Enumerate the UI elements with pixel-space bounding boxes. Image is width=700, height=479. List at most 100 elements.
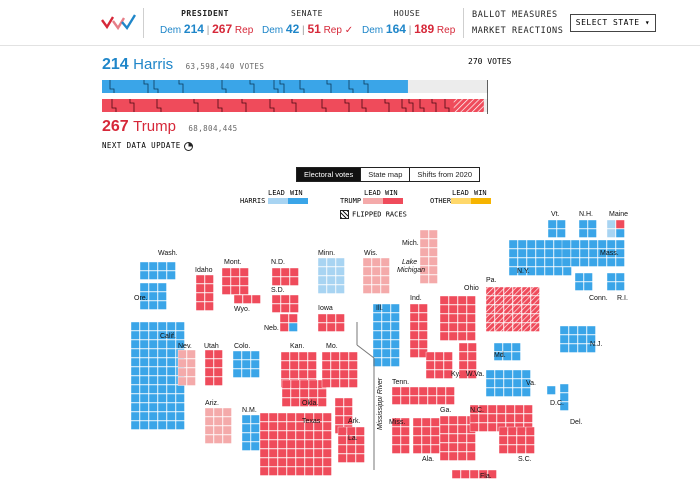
senate-race[interactable]: SENATE Dem 42 | 51 Rep ✓ xyxy=(262,9,354,36)
state-tile-fla[interactable] xyxy=(451,469,497,479)
state-tile-la[interactable] xyxy=(337,426,365,463)
house-dem-count: 164 xyxy=(385,22,406,36)
state-tile-nh[interactable] xyxy=(578,219,597,238)
bar-divider xyxy=(419,99,425,112)
state-label: N.Y. xyxy=(517,268,530,275)
state-tile-ky[interactable] xyxy=(425,351,453,379)
state-tile-nev[interactable] xyxy=(177,349,196,386)
state-tile-ind[interactable] xyxy=(409,303,428,358)
state-tile-colo[interactable] xyxy=(232,350,260,378)
state-tile-mass[interactable] xyxy=(561,239,625,267)
state-tile-texas[interactable] xyxy=(259,412,332,476)
state-tile-ny[interactable] xyxy=(508,239,572,276)
state-tile-ark[interactable] xyxy=(334,397,353,434)
state-tile-del[interactable] xyxy=(559,383,569,411)
bar-divider xyxy=(444,99,450,112)
state-tile-ala[interactable] xyxy=(412,417,440,454)
state-tile-ore[interactable] xyxy=(139,282,167,310)
state-tile-pa[interactable] xyxy=(485,286,540,332)
ballot-measures-link[interactable]: BALLOT MEASURES xyxy=(472,10,558,20)
select-state-dropdown[interactable]: SELECT STATE ▾ xyxy=(570,14,656,32)
state-tile-kan[interactable] xyxy=(280,351,317,388)
state-label: S.C. xyxy=(518,456,532,463)
mississippi-river-label: Mississippi River xyxy=(377,377,384,430)
separator xyxy=(463,8,464,38)
state-tile-mo[interactable] xyxy=(321,351,358,388)
state-tile-maine[interactable] xyxy=(606,219,625,238)
bar-divider xyxy=(348,80,354,93)
state-tile-mont[interactable] xyxy=(221,267,249,295)
bar-divider xyxy=(321,99,327,112)
state-label: N.J. xyxy=(590,341,603,348)
state-tile-ohio[interactable] xyxy=(439,295,476,341)
president-dem-label: Dem xyxy=(160,25,182,36)
state-tile-idaho[interactable] xyxy=(195,274,214,311)
bar-divider xyxy=(221,80,227,93)
state-tile-ariz[interactable] xyxy=(204,407,232,444)
state-label: Ariz. xyxy=(205,400,219,407)
president-race[interactable]: PRESIDENT Dem 214 | 267 Rep xyxy=(160,9,254,36)
legend-other-win-swatch xyxy=(471,198,491,204)
state-label: Nev. xyxy=(178,343,192,350)
state-tile-nj[interactable] xyxy=(559,325,596,353)
checkmark-logo-icon[interactable] xyxy=(100,12,136,32)
house-rep-count: 189 xyxy=(414,22,435,36)
legend-trump-lead-swatch xyxy=(363,198,383,204)
timer-icon xyxy=(183,141,193,151)
state-tile-utah[interactable] xyxy=(204,349,223,386)
legend-harris-lead-label: LEAD xyxy=(268,189,285,197)
state-tile-okla[interactable] xyxy=(281,379,327,407)
state-tile-wash[interactable] xyxy=(139,261,176,280)
state-tile-ill[interactable] xyxy=(372,303,400,367)
state-tile-mich[interactable] xyxy=(419,229,438,284)
tab-shifts-from-2020[interactable]: Shifts from 2020 xyxy=(409,167,480,182)
state-label: Miss. xyxy=(389,419,405,426)
harris-summary: 214 Harris 63,598,440 VOTES xyxy=(102,56,264,74)
state-tile-nm[interactable] xyxy=(241,414,260,451)
state-label: Md. xyxy=(494,352,506,359)
state-tile-calif[interactable] xyxy=(130,321,185,430)
house-race[interactable]: HOUSE Dem 164 | 189 Rep xyxy=(362,9,456,36)
state-tile-minn[interactable] xyxy=(317,257,345,294)
senate-dem-label: Dem xyxy=(262,25,284,36)
state-tile-conn[interactable] xyxy=(574,272,593,291)
state-tile-wis[interactable] xyxy=(362,257,390,294)
state-tile-sc[interactable] xyxy=(498,426,535,454)
harris-name: Harris xyxy=(133,56,174,73)
state-tile-ri[interactable] xyxy=(606,272,625,291)
state-tile-nd[interactable] xyxy=(271,267,299,286)
state-tile-iowa[interactable] xyxy=(317,313,345,332)
state-label: Calif. xyxy=(160,333,176,340)
state-tile-tenn[interactable] xyxy=(391,386,455,405)
electoral-bars xyxy=(102,80,488,114)
bar-divider xyxy=(299,80,305,93)
state-label: Kan. xyxy=(290,343,304,350)
tab-electoral-votes[interactable]: Electoral votes xyxy=(296,167,362,182)
state-tile-wva[interactable] xyxy=(458,342,477,379)
state-tile-md[interactable] xyxy=(493,342,521,361)
state-tile-miss[interactable] xyxy=(391,417,410,454)
president-dem-count: 214 xyxy=(183,22,204,36)
state-label: R.I. xyxy=(617,295,628,302)
lake-label: Lake xyxy=(402,259,417,266)
harris-electoral-votes: 214 xyxy=(102,56,129,73)
bar-divider xyxy=(241,99,247,112)
state-tile-vt[interactable] xyxy=(547,219,566,238)
bar-divider xyxy=(326,80,332,93)
separator xyxy=(143,8,144,38)
state-tile-va[interactable] xyxy=(485,369,531,397)
tab-state-map[interactable]: State map xyxy=(360,167,411,182)
select-state-label: SELECT STATE xyxy=(575,18,640,27)
legend-harris: HARRIS xyxy=(240,197,266,205)
state-tile-nc[interactable] xyxy=(469,404,533,432)
state-tile-wyo[interactable] xyxy=(233,294,261,304)
state-label: Vt. xyxy=(551,211,560,218)
top-navigation: PRESIDENT Dem 214 | 267 Rep SENATE Dem 4… xyxy=(0,0,700,46)
market-reactions-link[interactable]: MARKET REACTIONS xyxy=(472,26,564,36)
state-tile-neb[interactable] xyxy=(279,313,298,332)
state-tile-dc[interactable] xyxy=(546,385,556,395)
state-tile-sd[interactable] xyxy=(271,294,299,313)
rep-flipped-segment xyxy=(453,99,484,112)
view-tabs: Electoral votes State map Shifts from 20… xyxy=(296,167,480,182)
state-tile-ga[interactable] xyxy=(439,415,476,461)
